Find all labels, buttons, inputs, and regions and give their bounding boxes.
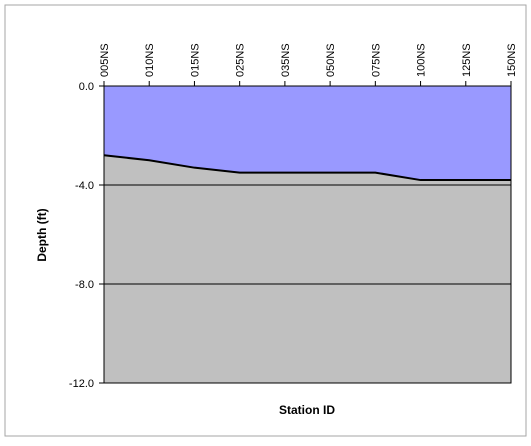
x-tick-label: 035NS xyxy=(280,43,292,77)
x-tick-label: 025NS xyxy=(235,43,247,77)
x-tick-label: 075NS xyxy=(370,43,382,77)
x-tick-label: 005NS xyxy=(99,43,111,77)
x-tick-label: 015NS xyxy=(189,43,201,77)
x-tick-label: 050NS xyxy=(325,43,337,77)
bottom-area xyxy=(104,155,511,383)
x-tick-label: 125NS xyxy=(461,43,473,77)
y-tick-label: -4.0 xyxy=(75,180,94,192)
water-area xyxy=(104,86,511,181)
plot-area-border xyxy=(103,85,512,384)
y-tick-label: -12.0 xyxy=(69,378,94,390)
x-tick-label: 100NS xyxy=(416,43,428,77)
y-tick-label: -8.0 xyxy=(75,279,94,291)
y-axis-title: Depth (ft) xyxy=(35,208,49,261)
x-tick-label: 150NS xyxy=(506,43,518,77)
depth-line xyxy=(103,154,511,182)
x-tick-label: 010NS xyxy=(144,43,156,77)
x-axis-title: Station ID xyxy=(279,403,335,417)
y-tick-label: 0.0 xyxy=(79,81,94,93)
